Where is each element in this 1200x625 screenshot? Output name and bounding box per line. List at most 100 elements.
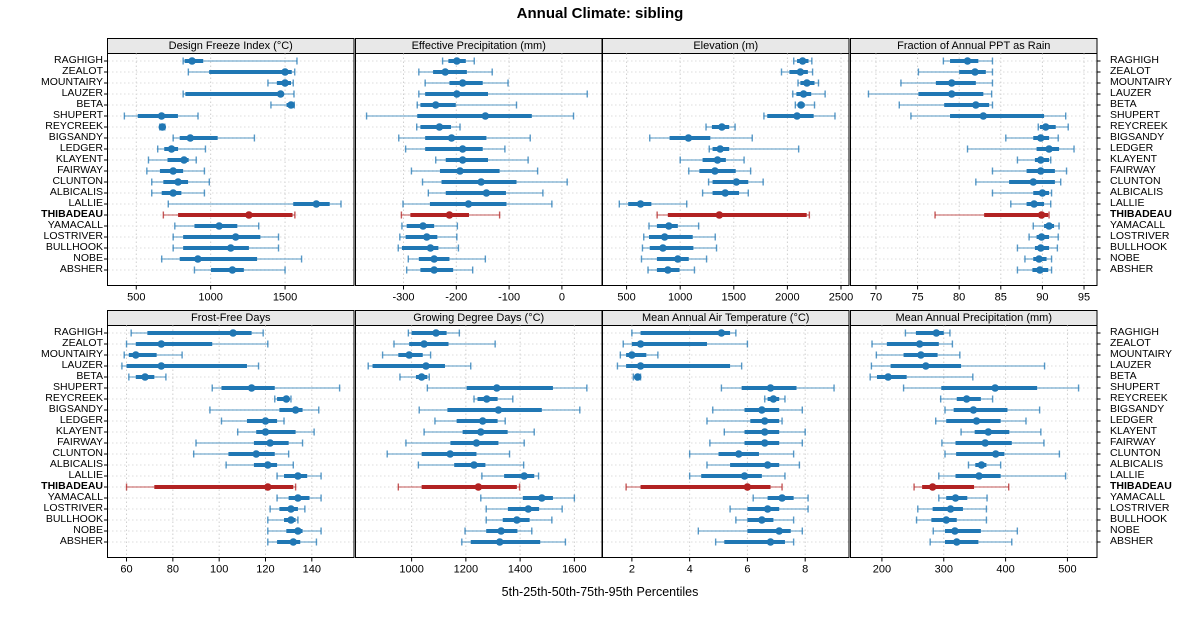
site-label-right-bullhook: BULLHOOK [1110, 241, 1168, 253]
percentile-bar-lallie [1009, 200, 1051, 208]
percentile-bar-fairway [709, 439, 803, 447]
site-label-right-mountairy: MOUNTAIRY [1110, 76, 1173, 88]
x-tick-label: 300 [934, 564, 952, 576]
site-label-right-bullhook: BULLHOOK [1110, 513, 1168, 525]
percentile-bar-lostriver [269, 505, 306, 513]
x-tick-label: 4 [687, 564, 693, 576]
percentile-bar-bullhook [735, 516, 795, 524]
site-label-right-bigsandy: BIGSANDY [1110, 403, 1165, 415]
percentile-bar-clunton [943, 450, 1060, 458]
percentile-bar-beta [868, 373, 974, 381]
percentile-bar-beta [632, 373, 642, 381]
x-tick-label: 400 [996, 564, 1014, 576]
x-tick-label: 6 [744, 564, 750, 576]
x-tick-label: 2500 [829, 292, 853, 304]
percentile-bar-shupert [909, 112, 1066, 120]
panel-effective-precipitation-mm: Effective Precipitation (mm) -300 -200 -100… [354, 38, 602, 304]
site-label-left-shupert: SHUPERT [53, 109, 103, 121]
site-label-right-lauzer: LAUZER [1110, 359, 1152, 371]
percentile-bar-yamacall [752, 494, 809, 502]
percentile-bar-raghigh [182, 57, 298, 65]
percentile-bar-lallie [937, 472, 1066, 480]
site-label-right-reycreek: REYCREEK [1110, 392, 1168, 404]
site-label-left-bullhook: BULLHOOK [45, 241, 103, 253]
x-tick-label: 1000 [198, 292, 222, 304]
site-label-right-fairway: FAIRWAY [1110, 436, 1156, 448]
percentile-bar-shupert [211, 384, 341, 392]
site-label-right-yamacall: YAMACALL [1110, 491, 1166, 503]
percentile-bar-zealot [780, 68, 814, 76]
percentile-bar-bullhook [172, 244, 280, 252]
site-label-right-ledger: LEDGER [1110, 414, 1154, 426]
site-label-right-shupert: SHUPERT [1110, 109, 1160, 121]
x-tick-label: 80 [953, 292, 965, 304]
panel-design-freeze-index-c: Design Freeze Index (°C) 500 1000 1500 [104, 38, 355, 304]
percentile-bar-lallie [276, 472, 322, 480]
x-tick-label: -100 [498, 292, 520, 304]
site-label-right-absher: ABSHER [1110, 535, 1154, 547]
percentile-bar-bullhook [397, 244, 459, 252]
percentile-bar-bigsandy [209, 406, 320, 414]
site-label-left-raghigh: RAGHIGH [53, 326, 103, 338]
x-tick-label: 100 [210, 564, 228, 576]
x-tick-label: 120 [256, 564, 274, 576]
site-label-left-absher: ABSHER [59, 535, 103, 547]
percentile-bar-lostriver [1027, 233, 1059, 241]
percentile-bar-lostriver [485, 505, 563, 513]
percentile-bar-zealot [917, 68, 993, 76]
percentile-bar-zealot [187, 68, 296, 76]
percentile-bar-nobe [640, 255, 708, 263]
percentile-bar-lostriver [729, 505, 809, 513]
site-label-left-bigsandy: BIGSANDY [48, 131, 103, 143]
x-tick-label: 70 [869, 292, 881, 304]
site-label-right-lostriver: LOSTRIVER [1110, 230, 1170, 242]
site-label-right-nobe: NOBE [1110, 252, 1140, 264]
percentile-bar-raghigh [904, 329, 951, 337]
panel-strip-title: Elevation (m) [693, 40, 758, 52]
percentile-bar-clunton [974, 178, 1061, 186]
percentile-bar-klayent [147, 156, 197, 164]
x-tick-label: 500 [127, 292, 145, 304]
percentile-bar-reycreek [764, 395, 786, 403]
x-tick-label: 1500 [722, 292, 746, 304]
x-tick-label: 1000 [399, 564, 423, 576]
percentile-bar-zealot [417, 68, 493, 76]
percentile-bar-fairway [404, 439, 525, 447]
percentile-bar-lauzer [367, 362, 471, 370]
site-label-right-ledger: LEDGER [1110, 142, 1154, 154]
percentile-bar-klayent [959, 428, 1042, 436]
percentile-bar-albicalis [151, 189, 206, 197]
percentile-bar-nobe [267, 527, 322, 535]
site-label-right-mountairy: MOUNTAIRY [1110, 348, 1173, 360]
percentile-bar-lauzer [121, 362, 260, 370]
page-title: Annual Climate: sibling [516, 5, 684, 22]
percentile-bar-albicalis [967, 461, 1001, 469]
panel-fraction-of-annual-ppt-as-rain: Fraction of Annual PPT as Rain 70 75 80 85 90… [849, 38, 1100, 304]
percentile-bar-yamacall [937, 494, 988, 502]
percentile-bar-klayent [679, 156, 745, 164]
percentile-bar-thibadeau [397, 483, 520, 491]
percentile-bar-raghigh [130, 329, 264, 337]
percentile-bar-klayent [1016, 156, 1051, 164]
site-label-right-beta: BETA [1110, 370, 1137, 382]
percentile-bar-bigsandy [943, 406, 1040, 414]
site-label-left-klayent: KLAYENT [55, 153, 103, 165]
percentile-bar-zealot [622, 340, 749, 348]
percentile-bar-raghigh [793, 57, 813, 65]
percentile-bar-ledger [934, 417, 1027, 425]
site-label-right-lauzer: LAUZER [1110, 87, 1152, 99]
percentile-bar-bullhook [267, 516, 299, 524]
percentile-bar-lauzer [417, 90, 588, 98]
site-label-right-lallie: LALLIE [1110, 197, 1145, 209]
percentile-bar-shupert [123, 112, 199, 120]
percentile-bar-beta [270, 101, 295, 109]
percentile-bar-absher [460, 538, 566, 546]
x-tick-label: 1600 [562, 564, 586, 576]
site-label-left-yamacall: YAMACALL [47, 491, 103, 503]
percentile-bar-clunton [385, 450, 510, 458]
site-label-right-zealot: ZEALOT [1110, 65, 1151, 77]
percentile-bar-ledger [433, 417, 506, 425]
site-label-left-beta: BETA [76, 98, 103, 110]
site-label-left-reycreek: REYCREEK [45, 392, 103, 404]
